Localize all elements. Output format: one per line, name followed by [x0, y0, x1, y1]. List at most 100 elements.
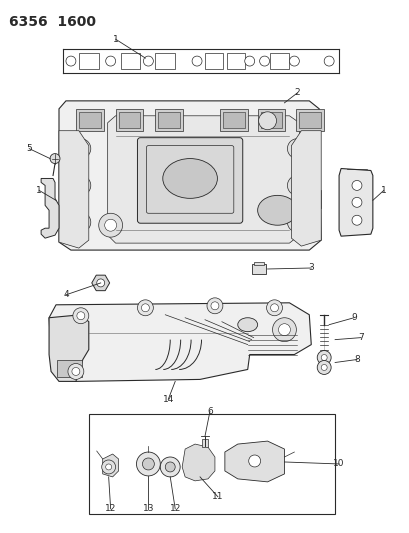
Bar [120, 53, 140, 69]
Circle shape [259, 56, 269, 66]
Circle shape [272, 318, 296, 342]
Circle shape [320, 365, 326, 370]
Text: 11: 11 [211, 492, 223, 502]
Bar [260, 112, 282, 128]
Polygon shape [224, 441, 284, 482]
Circle shape [66, 56, 76, 66]
Circle shape [317, 360, 330, 375]
Text: 7: 7 [357, 333, 363, 342]
Circle shape [165, 462, 175, 472]
Polygon shape [291, 131, 320, 246]
Circle shape [317, 351, 330, 365]
Circle shape [292, 144, 301, 154]
Circle shape [76, 144, 85, 154]
Text: 14: 14 [162, 395, 173, 404]
Text: 13: 13 [142, 504, 154, 513]
Circle shape [106, 464, 111, 470]
Text: 4: 4 [63, 290, 69, 300]
Bar [226, 53, 244, 69]
Circle shape [76, 217, 85, 227]
Circle shape [192, 56, 202, 66]
Bar [251, 264, 265, 274]
Bar [299, 190, 320, 208]
Bar [158, 112, 180, 128]
Polygon shape [59, 101, 320, 250]
Bar [257, 109, 285, 131]
Circle shape [106, 56, 115, 66]
Circle shape [50, 154, 60, 164]
Circle shape [320, 354, 326, 360]
Circle shape [292, 181, 301, 190]
Bar [57, 360, 82, 377]
Circle shape [68, 364, 83, 379]
Polygon shape [59, 131, 89, 248]
Ellipse shape [237, 318, 257, 332]
Text: 1: 1 [380, 186, 386, 195]
Bar [79, 112, 101, 128]
Circle shape [258, 112, 276, 130]
Bar [89, 414, 334, 514]
Text: 12: 12 [169, 504, 180, 513]
Polygon shape [41, 179, 59, 238]
Bar [296, 109, 324, 131]
Bar [219, 109, 247, 131]
Circle shape [292, 217, 301, 227]
Circle shape [104, 219, 116, 231]
Text: 6: 6 [207, 407, 212, 416]
Circle shape [266, 300, 282, 316]
Circle shape [97, 279, 104, 287]
Circle shape [101, 460, 115, 474]
Circle shape [351, 181, 361, 190]
Circle shape [287, 175, 307, 196]
Polygon shape [102, 454, 118, 477]
Circle shape [289, 56, 299, 66]
Bar [204, 53, 222, 69]
Circle shape [143, 56, 153, 66]
Circle shape [71, 175, 90, 196]
Text: 2: 2 [294, 88, 299, 98]
Text: 1: 1 [112, 35, 118, 44]
Circle shape [99, 213, 122, 237]
Circle shape [137, 300, 153, 316]
Text: 1: 1 [36, 186, 42, 195]
Bar [79, 53, 99, 69]
Bar [299, 112, 320, 128]
Circle shape [207, 298, 222, 314]
Polygon shape [338, 168, 372, 236]
Circle shape [71, 212, 90, 232]
Polygon shape [49, 303, 310, 382]
FancyBboxPatch shape [137, 138, 242, 223]
Circle shape [76, 181, 85, 190]
Bar [202, 439, 207, 447]
Bar [118, 112, 140, 128]
Circle shape [73, 308, 89, 324]
Text: 5: 5 [26, 144, 32, 153]
Circle shape [244, 56, 254, 66]
Bar [155, 109, 183, 131]
Polygon shape [182, 444, 214, 481]
Circle shape [324, 56, 333, 66]
Polygon shape [108, 116, 299, 243]
Text: 6356  1600: 6356 1600 [9, 15, 96, 29]
Bar [115, 109, 143, 131]
Ellipse shape [162, 158, 217, 198]
Bar [222, 112, 244, 128]
Circle shape [351, 215, 361, 225]
Circle shape [71, 139, 90, 158]
Text: 12: 12 [105, 504, 116, 513]
Circle shape [142, 458, 154, 470]
Circle shape [351, 197, 361, 207]
Text: 9: 9 [350, 313, 356, 322]
Circle shape [211, 302, 218, 310]
Text: 8: 8 [353, 355, 359, 364]
Bar [269, 53, 289, 69]
Bar [253, 262, 263, 265]
Circle shape [248, 455, 260, 467]
Bar [155, 53, 175, 69]
Circle shape [278, 324, 290, 336]
Circle shape [287, 139, 307, 158]
Text: 3: 3 [308, 263, 313, 272]
Circle shape [141, 304, 149, 312]
Circle shape [287, 212, 307, 232]
Bar [76, 109, 103, 131]
